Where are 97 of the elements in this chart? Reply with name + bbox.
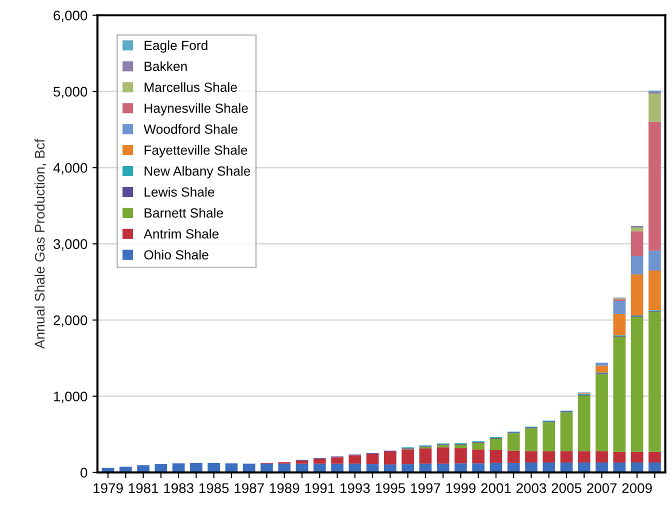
bar <box>596 362 608 366</box>
bar <box>648 452 661 463</box>
bar <box>630 274 644 316</box>
legend-label: Antrim Shale <box>144 228 219 239</box>
bar <box>402 464 414 472</box>
x-tick-label: 1983 <box>164 483 194 494</box>
bar <box>596 374 608 452</box>
y-tick-label: 6,000 <box>54 10 88 22</box>
bar <box>507 450 520 463</box>
bar <box>648 270 661 310</box>
legend-label: Woodford Shale <box>144 124 238 134</box>
bar <box>436 447 450 464</box>
bar <box>402 450 414 464</box>
bar <box>296 460 308 464</box>
x-tick-label: 2007 <box>587 483 617 494</box>
bar <box>542 422 556 452</box>
bar <box>613 452 626 463</box>
bar <box>648 94 661 122</box>
x-tick-label: 2003 <box>516 483 546 494</box>
bar <box>190 462 202 472</box>
legend-label: Ohio Shale <box>144 250 208 260</box>
x-tick-label: 1987 <box>234 483 264 494</box>
y-tick-label: 2,000 <box>54 315 88 327</box>
y-tick-label: 4,000 <box>53 162 88 174</box>
legend-label: Marcellus Shale <box>144 82 237 92</box>
bar <box>630 316 644 452</box>
bar <box>596 462 608 472</box>
bar <box>384 451 396 464</box>
legend-label: Bakken <box>144 61 187 72</box>
x-tick-label: 1989 <box>270 483 300 494</box>
y-tick-label: 3,000 <box>53 239 88 251</box>
bar <box>313 464 326 472</box>
bar <box>578 395 590 452</box>
bar <box>525 451 538 463</box>
bar <box>331 464 344 472</box>
bar <box>436 464 450 472</box>
bar <box>578 451 590 463</box>
bar <box>507 462 520 472</box>
y-tick-label: 1,000 <box>54 392 88 404</box>
bar <box>472 442 485 450</box>
bar <box>278 464 291 472</box>
bar <box>560 451 573 463</box>
bar <box>507 433 520 451</box>
bar <box>454 448 467 464</box>
bar <box>630 452 644 463</box>
bar <box>630 227 644 232</box>
x-tick-label: 1981 <box>128 483 158 494</box>
x-tick-label: 2001 <box>481 483 511 494</box>
bar <box>613 300 626 314</box>
legend-label: Haynesville Shale <box>144 103 248 116</box>
legend-label: Lewis Shale <box>144 187 214 197</box>
bar <box>454 444 467 448</box>
x-tick-label: 1979 <box>94 483 123 494</box>
bar <box>490 438 502 450</box>
x-tick-label: 1993 <box>340 483 370 494</box>
bar <box>366 454 379 464</box>
bar <box>208 462 220 472</box>
x-tick-label: 1985 <box>199 483 229 494</box>
bar <box>648 122 661 251</box>
bar <box>525 428 538 452</box>
bar <box>648 462 661 472</box>
x-tick-label: 1995 <box>376 483 406 494</box>
bar <box>613 336 626 452</box>
bar <box>313 458 326 464</box>
bar <box>630 231 644 256</box>
bar <box>419 448 432 464</box>
bar <box>542 451 556 463</box>
legend-label: Eagle Ford <box>144 40 208 53</box>
bar <box>542 462 556 472</box>
bar <box>472 450 485 464</box>
y-tick-label: 5,000 <box>54 86 88 98</box>
x-tick-label: 1999 <box>446 483 476 494</box>
bar <box>648 312 661 452</box>
legend-label: New Albany Shale <box>144 166 250 178</box>
bar <box>560 412 573 452</box>
bar <box>331 457 344 464</box>
x-tick-label: 1997 <box>411 483 440 494</box>
bar <box>613 314 626 336</box>
bar <box>578 462 590 472</box>
x-tick-label: 1991 <box>305 483 334 494</box>
bar <box>242 464 256 472</box>
legend-label: Fayetteville Shale <box>144 145 248 158</box>
y-axis-title: Annual Shale Gas Production, Bcf <box>34 138 46 349</box>
bar <box>490 450 502 463</box>
bar <box>348 455 362 464</box>
bar <box>348 464 362 472</box>
bar <box>260 464 273 472</box>
bar <box>137 465 150 472</box>
bar <box>648 250 661 271</box>
bar <box>596 366 608 373</box>
bar <box>596 451 608 463</box>
bar <box>525 462 538 472</box>
legend-label: Barnett Shale <box>144 208 223 218</box>
x-tick-label: 2009 <box>622 483 652 494</box>
x-tick-label: 2005 <box>552 483 582 494</box>
y-tick-label: 0 <box>80 468 88 478</box>
bar <box>630 256 644 274</box>
